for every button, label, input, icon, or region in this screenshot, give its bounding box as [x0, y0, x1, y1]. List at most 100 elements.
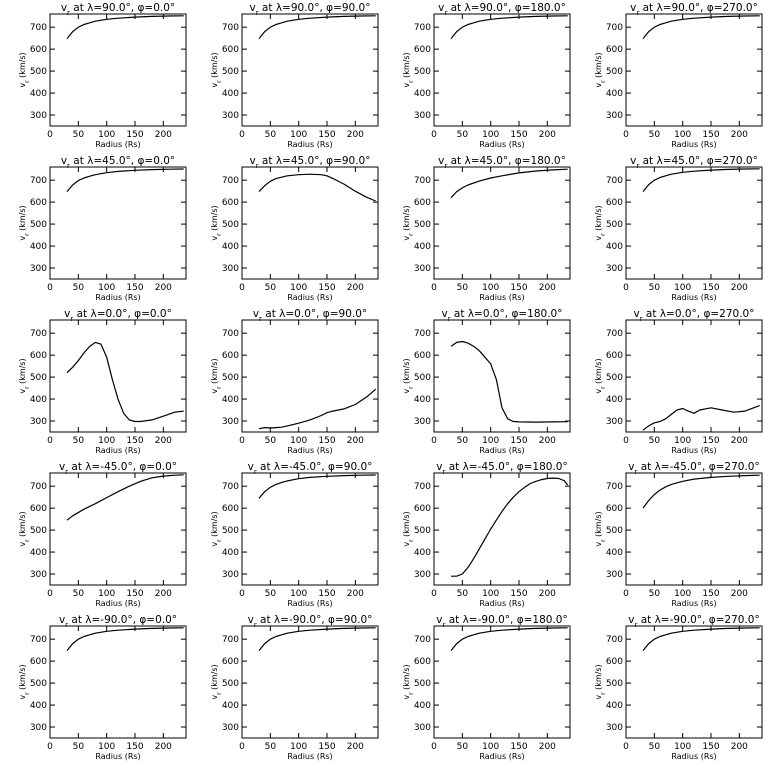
- ylabel-subscript: r: [216, 80, 223, 83]
- y-axis-label: vr (km/s): [594, 205, 607, 240]
- y-tick-label: 500: [606, 679, 623, 689]
- x-tick-label: 0: [47, 130, 53, 140]
- y-tick-label: 400: [606, 242, 623, 252]
- x-tick-label: 50: [457, 436, 469, 446]
- y-axis-label: vr (km/s): [402, 664, 415, 699]
- ylabel-var: v: [402, 83, 411, 88]
- title-subscript: r: [256, 162, 259, 170]
- title-var: v: [248, 461, 254, 473]
- y-tick-label: 600: [414, 504, 431, 514]
- x-tick-label: 150: [126, 589, 143, 599]
- x-axis-label: Radius (Rs): [479, 599, 524, 608]
- y-tick-label: 500: [30, 373, 47, 383]
- ylabel-unit: (km/s): [594, 664, 603, 692]
- x-axis-label: Radius (Rs): [287, 752, 332, 761]
- chart-panel: vr at λ=90.0°, φ=90.0°0 50 100 150 200300400…: [210, 2, 379, 149]
- y-tick-label: 400: [222, 395, 239, 405]
- y-tick-label: 700: [222, 176, 239, 186]
- y-tick-label: 700: [606, 329, 623, 339]
- x-tick-label: 200: [539, 283, 556, 293]
- plot-frame: [49, 13, 187, 127]
- y-tick-label: 600: [414, 45, 431, 55]
- ylabel-unit: (km/s): [594, 205, 603, 233]
- ylabel-var: v: [594, 542, 603, 547]
- x-tick-label: 200: [155, 742, 172, 752]
- plot-frame: [241, 625, 379, 739]
- x-tick-label: 100: [482, 742, 499, 752]
- ylabel-subscript: r: [408, 233, 415, 236]
- x-tick-label: 200: [539, 589, 556, 599]
- ylabel-subscript: r: [216, 539, 223, 542]
- ylabel-var: v: [210, 542, 219, 547]
- x-tick-label: 150: [318, 589, 335, 599]
- y-tick-label: 600: [222, 504, 239, 514]
- x-axis-label: Radius (Rs): [479, 446, 524, 455]
- plot-frame: [241, 319, 379, 433]
- title-subscript: r: [70, 315, 73, 323]
- ylabel-subscript: r: [24, 692, 31, 695]
- y-axis-label: vr (km/s): [594, 52, 607, 87]
- y-axis-label: vr (km/s): [18, 511, 31, 546]
- x-tick-label: 50: [73, 436, 85, 446]
- title-coords: at λ=-45.0°, φ=270.0°: [637, 461, 759, 473]
- ylabel-subscript: r: [600, 80, 607, 83]
- x-tick-label: 0: [239, 742, 245, 752]
- title-var: v: [436, 614, 442, 626]
- title-coords: at λ=0.0°, φ=0.0°: [73, 308, 172, 320]
- plot-frame: [49, 319, 187, 433]
- ylabel-var: v: [210, 236, 219, 241]
- ylabel-var: v: [402, 236, 411, 241]
- plot-frame: [625, 319, 763, 433]
- ylabel-var: v: [402, 389, 411, 394]
- x-tick-label: 100: [482, 589, 499, 599]
- chart-title: vr at λ=45.0°, φ=90.0°: [249, 155, 370, 170]
- title-subscript: r: [442, 621, 445, 629]
- series-line: [258, 388, 377, 430]
- ylabel-unit: (km/s): [18, 664, 27, 692]
- chart-panel: vr at λ=45.0°, φ=0.0°0 50 100 150 2003004005…: [18, 155, 187, 302]
- title-coords: at λ=45.0°, φ=90.0°: [259, 155, 371, 167]
- x-tick-label: 0: [47, 436, 53, 446]
- series-line: [66, 341, 184, 423]
- title-subscript: r: [636, 9, 639, 17]
- y-tick-label: 300: [30, 417, 47, 427]
- y-tick-label: 400: [414, 242, 431, 252]
- x-tick-label: 150: [510, 589, 527, 599]
- y-tick-label: 300: [606, 111, 623, 121]
- y-tick-label: 400: [606, 548, 623, 558]
- y-tick-label: 600: [30, 657, 47, 667]
- y-axis-label: vr (km/s): [402, 205, 415, 240]
- ylabel-subscript: r: [600, 233, 607, 236]
- y-tick-label: 600: [222, 198, 239, 208]
- ylabel-var: v: [18, 236, 27, 241]
- x-tick-label: 100: [482, 130, 499, 140]
- x-axis-label: Radius (Rs): [671, 446, 716, 455]
- x-tick-label: 200: [539, 436, 556, 446]
- y-tick-label: 700: [414, 176, 431, 186]
- chart-title: vr at λ=0.0°, φ=0.0°: [64, 308, 172, 323]
- title-var: v: [438, 155, 444, 167]
- y-tick-label: 300: [414, 570, 431, 580]
- y-tick-label: 500: [222, 220, 239, 230]
- x-tick-label: 50: [265, 130, 277, 140]
- y-tick-label: 400: [414, 548, 431, 558]
- ylabel-var: v: [594, 389, 603, 394]
- x-axis-label: Radius (Rs): [671, 293, 716, 302]
- series-line: [258, 173, 376, 202]
- title-var: v: [61, 155, 67, 167]
- y-axis-label: vr (km/s): [210, 205, 223, 240]
- x-tick-label: 50: [649, 283, 661, 293]
- x-axis-label: Radius (Rs): [479, 752, 524, 761]
- x-tick-label: 50: [457, 130, 469, 140]
- x-tick-label: 150: [318, 283, 335, 293]
- y-tick-label: 400: [222, 548, 239, 558]
- title-coords: at λ=90.0°, φ=0.0°: [70, 2, 175, 14]
- ylabel-var: v: [18, 83, 27, 88]
- ylabel-var: v: [402, 695, 411, 700]
- title-subscript: r: [636, 162, 639, 170]
- series-line: [66, 627, 184, 651]
- x-axis-label: Radius (Rs): [671, 599, 716, 608]
- x-tick-label: 100: [674, 283, 691, 293]
- y-tick-label: 700: [606, 23, 623, 33]
- x-tick-label: 150: [126, 742, 143, 752]
